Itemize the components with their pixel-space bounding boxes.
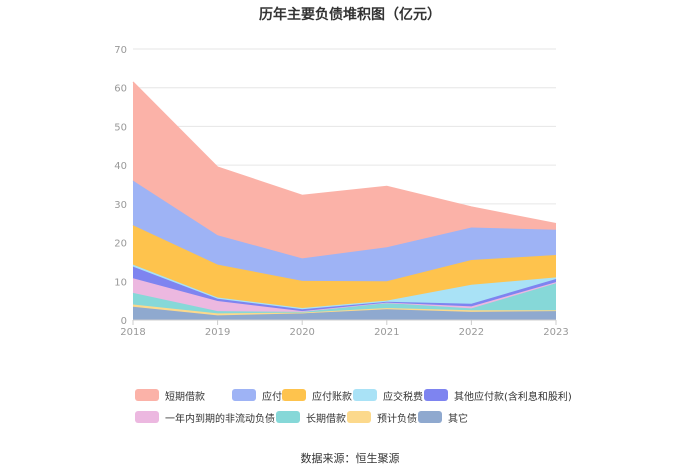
- legend-item[interactable]: 应交税费: [353, 388, 423, 403]
- area-series-5: [133, 264, 556, 310]
- legend-swatch: [282, 389, 306, 401]
- y-tick-label: 60: [114, 84, 127, 95]
- legend-item[interactable]: 短期借款: [135, 388, 205, 403]
- legend-label: 短期借款: [165, 391, 205, 403]
- legend-label: 应交税费: [383, 391, 423, 403]
- x-tick-label: 2022: [459, 327, 484, 338]
- legend-swatch: [232, 389, 256, 401]
- legend-label: 一年内到期的非流动负债: [165, 413, 275, 425]
- y-tick-label: 70: [114, 45, 127, 56]
- area-series: [132, 81, 557, 320]
- area-series-0: [133, 306, 556, 320]
- legend-swatch: [135, 411, 159, 423]
- y-tick-label: 30: [114, 200, 127, 211]
- legend-swatch: [424, 389, 448, 401]
- axes: 0 10 20 30 40 50 60 70 2018 2019 2020 2021 2022 2023: [114, 45, 568, 338]
- x-tick-label: 2018: [120, 327, 145, 338]
- legend-item[interactable]: 预计负债: [347, 410, 417, 425]
- source-note: 数据来源：恒生聚源: [300, 452, 400, 465]
- area-series-7: [133, 180, 556, 282]
- x-tick-label: 2019: [205, 327, 230, 338]
- area-series-6: [133, 225, 556, 308]
- legend-item[interactable]: 其他应付款(含利息和股利): [424, 388, 572, 403]
- y-tick-label: 20: [114, 239, 127, 250]
- legend-label: 应付账款: [312, 391, 352, 403]
- legend-item[interactable]: 其它: [418, 410, 468, 425]
- legend-label: 长期借款: [306, 413, 346, 425]
- legend-label: 预计负债: [377, 413, 417, 425]
- y-tick-label: 50: [114, 122, 127, 133]
- legend-item[interactable]: 应付账款: [282, 388, 352, 403]
- legend-swatch: [347, 411, 371, 423]
- legend-label: 其他应付款(含利息和股利): [454, 391, 572, 403]
- legend-label: 其它: [448, 413, 468, 425]
- x-tick-label: 2023: [543, 327, 568, 338]
- series-line-8: [132, 81, 557, 225]
- y-tick-label: 10: [114, 277, 127, 288]
- chart-title: 历年主要负债堆积图（亿元）: [259, 7, 441, 23]
- y-tick-label: 40: [114, 161, 127, 172]
- legend-swatch: [276, 411, 300, 423]
- legend-item[interactable]: 长期借款: [276, 410, 346, 425]
- legend-item[interactable]: 一年内到期的非流动负债: [135, 410, 275, 425]
- x-tick-label: 2020: [289, 327, 314, 338]
- y-tick-label: 0: [121, 316, 127, 327]
- legend-swatch: [135, 389, 159, 401]
- area-series-8: [133, 81, 556, 259]
- x-tick-label: 2021: [374, 327, 399, 338]
- legend-swatch: [353, 389, 377, 401]
- legend-swatch: [418, 411, 442, 423]
